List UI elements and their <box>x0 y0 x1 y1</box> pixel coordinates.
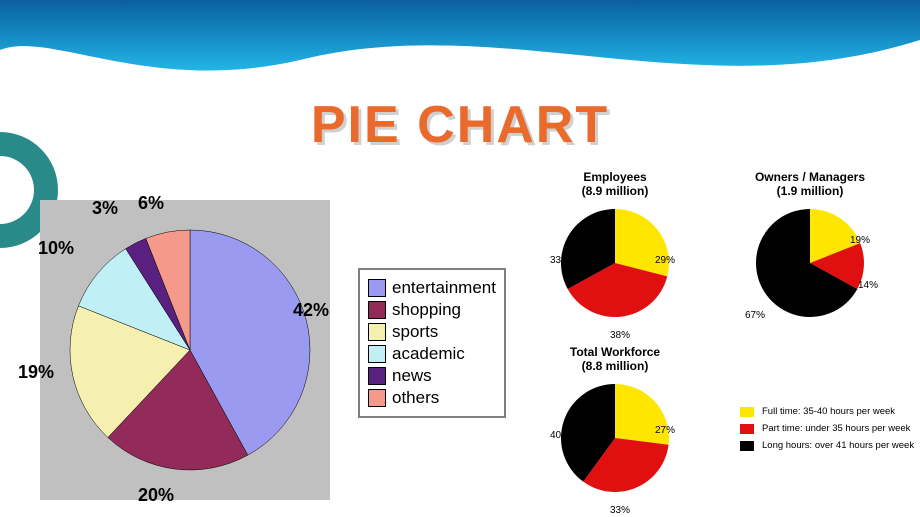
legend-label: academic <box>392 344 465 364</box>
legend-row-academic: academic <box>368 344 496 364</box>
legend-label: sports <box>392 322 438 342</box>
small-pie-pct-label: 29% <box>655 255 675 266</box>
small-legend-row: Full time: 35-40 hours per week <box>740 406 914 417</box>
main-pie-pct-label: 20% <box>138 485 174 506</box>
small-pie-pct-label: 40% <box>550 430 570 441</box>
legend-row-news: news <box>368 366 496 386</box>
small-legend-swatch <box>740 407 754 417</box>
legend-row-entertainment: entertainment <box>368 278 496 298</box>
main-pie-pct-label: 10% <box>38 238 74 259</box>
small-pie-subtitle: (1.9 million) <box>777 184 844 198</box>
small-legend-label: Full time: 35-40 hours per week <box>762 406 895 417</box>
page-title: PIE CHART <box>0 95 920 155</box>
small-pie-title: Total Workforce <box>570 345 660 359</box>
small-pies-legend: Full time: 35-40 hours per week Part time… <box>740 400 914 457</box>
small-pie-pct-label: 14% <box>858 280 878 291</box>
small-legend-swatch <box>740 424 754 434</box>
small-pie-subtitle: (8.8 million) <box>582 359 649 373</box>
legend-swatch <box>368 389 386 407</box>
legend-row-others: others <box>368 388 496 408</box>
small-pie-pct-label: 33% <box>610 505 630 516</box>
small-pie-owners: Owners / Managers(1.9 million)19%14%67% <box>750 170 870 326</box>
legend-swatch <box>368 301 386 319</box>
legend-swatch <box>368 279 386 297</box>
legend-swatch <box>368 323 386 341</box>
main-pie-chart <box>40 200 330 500</box>
legend-row-shopping: shopping <box>368 300 496 320</box>
legend-swatch <box>368 367 386 385</box>
main-pie-pct-label: 42% <box>293 300 329 321</box>
small-pie-pct-label: 38% <box>610 330 630 341</box>
legend-label: shopping <box>392 300 461 320</box>
small-legend-label: Long hours: over 41 hours per week <box>762 440 914 451</box>
small-legend-label: Part time: under 35 hours per week <box>762 423 910 434</box>
small-pie-employees: Employees(8.9 million)29%38%33% <box>555 170 675 326</box>
small-legend-row: Part time: under 35 hours per week <box>740 423 914 434</box>
legend-swatch <box>368 345 386 363</box>
small-pie-pct-label: 19% <box>850 235 870 246</box>
small-pie-title: Owners / Managers <box>755 170 865 184</box>
main-pie-pct-label: 6% <box>138 193 164 214</box>
main-pie-pct-label: 19% <box>18 362 54 383</box>
small-pie-total: Total Workforce(8.8 million)27%33%40% <box>555 345 675 501</box>
small-pie-pct-label: 27% <box>655 425 675 436</box>
small-legend-row: Long hours: over 41 hours per week <box>740 440 914 451</box>
main-pie-pct-label: 3% <box>92 198 118 219</box>
small-legend-swatch <box>740 441 754 451</box>
legend-row-sports: sports <box>368 322 496 342</box>
small-pie-title: Employees <box>583 170 646 184</box>
legend-label: others <box>392 388 439 408</box>
legend-label: entertainment <box>392 278 496 298</box>
legend-label: news <box>392 366 432 386</box>
small-pie-pct-label: 33% <box>550 255 570 266</box>
small-pie-pct-label: 67% <box>745 310 765 321</box>
main-pie-legend: entertainmentshoppingsportsacademicnewso… <box>358 268 506 418</box>
small-pie-subtitle: (8.9 million) <box>582 184 649 198</box>
